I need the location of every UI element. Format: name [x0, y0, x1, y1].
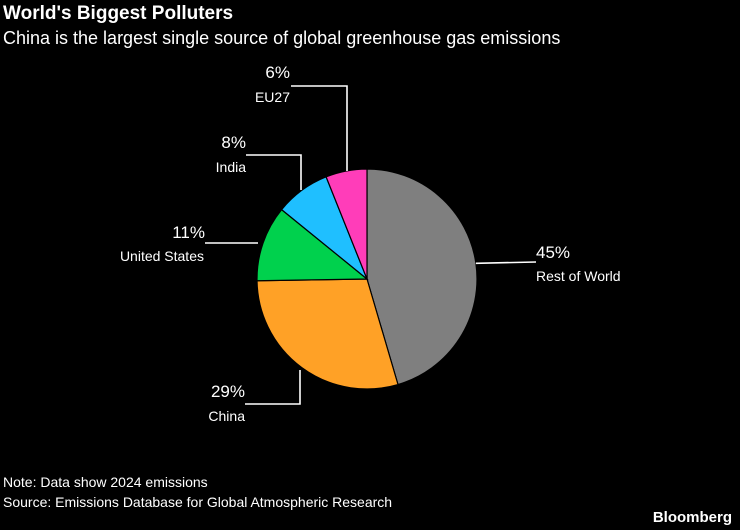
chart-subtitle: China is the largest single source of gl…	[3, 28, 561, 48]
pie-slice-rest-of-world	[366, 168, 478, 386]
pie-labels: 45% Rest of World 29% China 11% United States…	[120, 63, 621, 424]
leader-line-india	[246, 154, 302, 190]
leader-line-eu27	[291, 85, 348, 171]
chart-title: World's Biggest Polluters	[3, 3, 234, 24]
data-label-china: 29%	[211, 382, 245, 401]
data-label-eu27: 6%	[265, 63, 290, 82]
chart-note: Note: Data show 2024 emissions	[3, 474, 208, 490]
bloomberg-logo: Bloomberg	[652, 509, 732, 526]
pie-slices	[256, 168, 478, 390]
pie-slice-china	[256, 278, 399, 390]
chart-source: Source: Emissions Database for Global At…	[3, 494, 393, 510]
category-label-eu27: EU27	[255, 89, 290, 105]
data-label-india: 8%	[221, 133, 246, 152]
category-label-china: China	[208, 408, 245, 424]
data-label-rest-of-world: 45%	[536, 243, 570, 262]
leader-line-china	[245, 370, 301, 405]
pie-slice-united-states	[256, 208, 369, 282]
category-label-united-states: United States	[120, 248, 204, 264]
category-label-rest-of-world: Rest of World	[536, 268, 621, 284]
data-label-united-states: 11%	[172, 223, 205, 242]
leader-line-rest-of-world	[475, 261, 537, 265]
category-label-india: India	[216, 159, 247, 175]
pie-slice-eu27	[325, 168, 368, 280]
